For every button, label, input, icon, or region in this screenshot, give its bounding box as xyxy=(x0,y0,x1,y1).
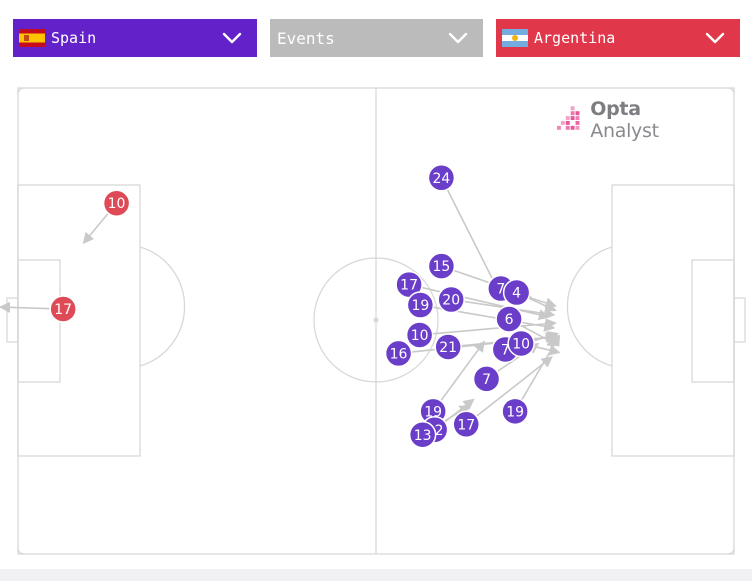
home-team-dropdown[interactable]: Spain xyxy=(13,19,257,57)
home-marker-number: 17 xyxy=(54,302,72,318)
home-marker-number: 10 xyxy=(108,196,126,212)
away-marker-circle xyxy=(501,397,529,426)
opta-logo-icon xyxy=(557,106,580,130)
away-marker-number: 21 xyxy=(439,340,457,356)
away-marker-number: 7 xyxy=(496,282,505,298)
away-marker-circle xyxy=(472,365,501,393)
away-marker-number: 19 xyxy=(424,404,442,420)
spain-flag-icon xyxy=(19,29,45,47)
away-player-marker[interactable]: 17 xyxy=(452,410,480,439)
away-player-marker[interactable]: 13 xyxy=(408,421,437,449)
away-marker-number: 4 xyxy=(512,286,521,302)
away-marker-number: 10 xyxy=(411,328,429,344)
away-event-arrow xyxy=(419,318,557,336)
away-event-arrow xyxy=(440,177,501,294)
chevron-down-icon xyxy=(448,32,468,44)
away-marker-number: 24 xyxy=(433,171,451,187)
away-marker-number: 17 xyxy=(400,278,418,294)
away-marker-circle xyxy=(427,164,456,192)
away-player-marker[interactable]: 6 xyxy=(495,305,523,333)
logo-wordmark: Opta Analyst xyxy=(590,98,712,142)
argentina-flag-icon xyxy=(502,29,528,47)
left-six-yard-box xyxy=(17,259,61,383)
away-player-marker[interactable]: 19 xyxy=(406,291,435,319)
away-team-label: Argentina xyxy=(534,29,616,47)
corner-arcs xyxy=(17,87,735,555)
centre-circle xyxy=(313,257,439,383)
away-player-marker[interactable]: 4 xyxy=(502,278,531,307)
right-six-yard-box xyxy=(691,259,735,383)
away-event-arrow xyxy=(432,340,485,412)
opta-analyst-logo: Opta Analyst xyxy=(557,98,712,142)
away-player-marker[interactable]: 10 xyxy=(405,321,434,349)
away-player-marker[interactable]: 15 xyxy=(427,252,456,280)
away-event-arrow xyxy=(514,334,561,412)
home-player-marker[interactable]: 17 xyxy=(49,295,77,323)
away-marker-number: 13 xyxy=(414,428,432,444)
home-marker-circle xyxy=(49,295,77,323)
right-penalty-area xyxy=(611,184,735,457)
away-marker-circle xyxy=(434,333,462,361)
away-marker-circle xyxy=(406,291,435,319)
pitch-lines xyxy=(6,87,746,555)
left-goal xyxy=(6,297,19,343)
home-marker-circle xyxy=(102,189,131,217)
away-player-marker[interactable]: 24 xyxy=(427,164,456,192)
away-event-arrow xyxy=(408,283,551,321)
away-marker-number: 19 xyxy=(506,404,524,420)
away-player-marker[interactable]: 10 xyxy=(507,329,535,358)
away-marker-number: 7 xyxy=(501,342,510,358)
pitch-map: 2415171920101621746710719221317191017 xyxy=(0,87,746,555)
event-type-dropdown[interactable]: Events xyxy=(270,19,483,57)
away-marker-circle xyxy=(507,329,535,358)
away-marker-number: 7 xyxy=(482,372,491,388)
chevron-down-icon xyxy=(222,32,242,44)
away-marker-circle xyxy=(405,321,434,349)
away-player-marker[interactable]: 19 xyxy=(501,397,529,426)
event-arrows xyxy=(0,177,561,436)
away-marker-number: 15 xyxy=(433,259,451,275)
away-marker-circle xyxy=(408,421,437,449)
away-marker-number: 20 xyxy=(442,293,460,309)
away-marker-circle xyxy=(502,278,531,307)
event-type-label: Events xyxy=(277,28,335,48)
away-marker-number: 16 xyxy=(390,346,408,362)
away-marker-number: 17 xyxy=(457,417,475,433)
right-penalty-arc xyxy=(566,246,613,367)
event-markers: 2415171920101621746710719221317191017 xyxy=(49,164,535,449)
away-marker-circle xyxy=(427,252,456,280)
away-marker-number: 19 xyxy=(411,298,429,314)
away-player-marker[interactable]: 20 xyxy=(437,285,465,314)
away-event-arrow xyxy=(465,356,553,425)
away-marker-circle xyxy=(384,339,413,368)
away-marker-circle xyxy=(437,285,465,314)
away-marker-circle xyxy=(452,410,480,439)
home-team-label: Spain xyxy=(51,29,97,47)
logo-strong: Opta xyxy=(590,98,641,120)
footer-bar xyxy=(0,569,752,581)
logo-light: Analyst xyxy=(590,120,659,142)
away-player-marker[interactable]: 16 xyxy=(384,339,413,368)
away-player-marker[interactable]: 21 xyxy=(434,333,462,361)
left-penalty-arc xyxy=(139,246,186,367)
away-player-marker[interactable]: 7 xyxy=(472,365,501,393)
right-goal xyxy=(733,297,746,343)
away-marker-number: 10 xyxy=(512,336,530,352)
away-marker-number: 6 xyxy=(505,312,514,328)
away-marker-circle xyxy=(495,305,523,333)
centre-spot xyxy=(373,317,379,323)
home-player-marker[interactable]: 10 xyxy=(102,189,131,217)
chevron-down-icon xyxy=(705,32,725,44)
away-team-dropdown[interactable]: Argentina xyxy=(496,19,740,57)
left-penalty-area xyxy=(17,184,141,457)
